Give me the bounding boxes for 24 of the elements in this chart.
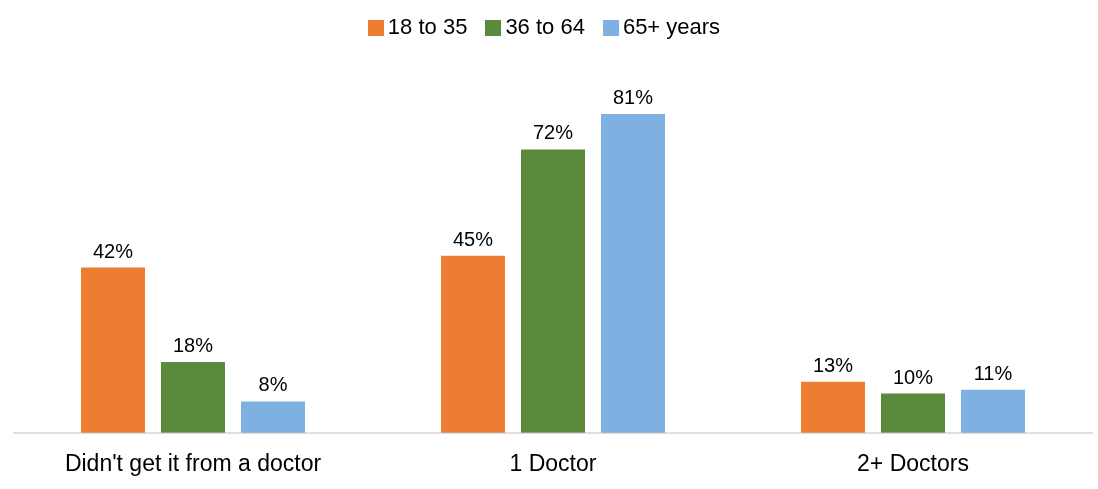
legend-label: 36 to 64 — [505, 14, 585, 39]
data-label: 45% — [452, 227, 494, 250]
data-label: 81% — [612, 86, 654, 108]
bar — [801, 381, 865, 433]
bar — [601, 114, 665, 433]
legend-label: 65+ years — [622, 14, 721, 39]
bar — [881, 393, 945, 433]
bar — [521, 149, 585, 433]
data-label: 13% — [812, 353, 854, 376]
bar — [161, 362, 225, 433]
bar — [961, 389, 1025, 433]
data-label: 11% — [973, 361, 1013, 384]
x-tick-label: Didn't get it from a doctor — [64, 450, 322, 477]
data-label: 42% — [92, 239, 134, 262]
data-label: 72% — [532, 121, 574, 144]
data-label: 18% — [172, 334, 214, 357]
bar — [441, 255, 505, 433]
data-label: 10% — [892, 365, 934, 388]
legend-label: 18 to 35 — [387, 14, 468, 39]
x-tick-label: 2+ Doctors — [857, 450, 969, 477]
bar — [241, 401, 305, 433]
x-tick-label: 1 Doctor — [509, 450, 597, 477]
data-label: 8% — [258, 373, 288, 396]
bar — [81, 267, 145, 433]
